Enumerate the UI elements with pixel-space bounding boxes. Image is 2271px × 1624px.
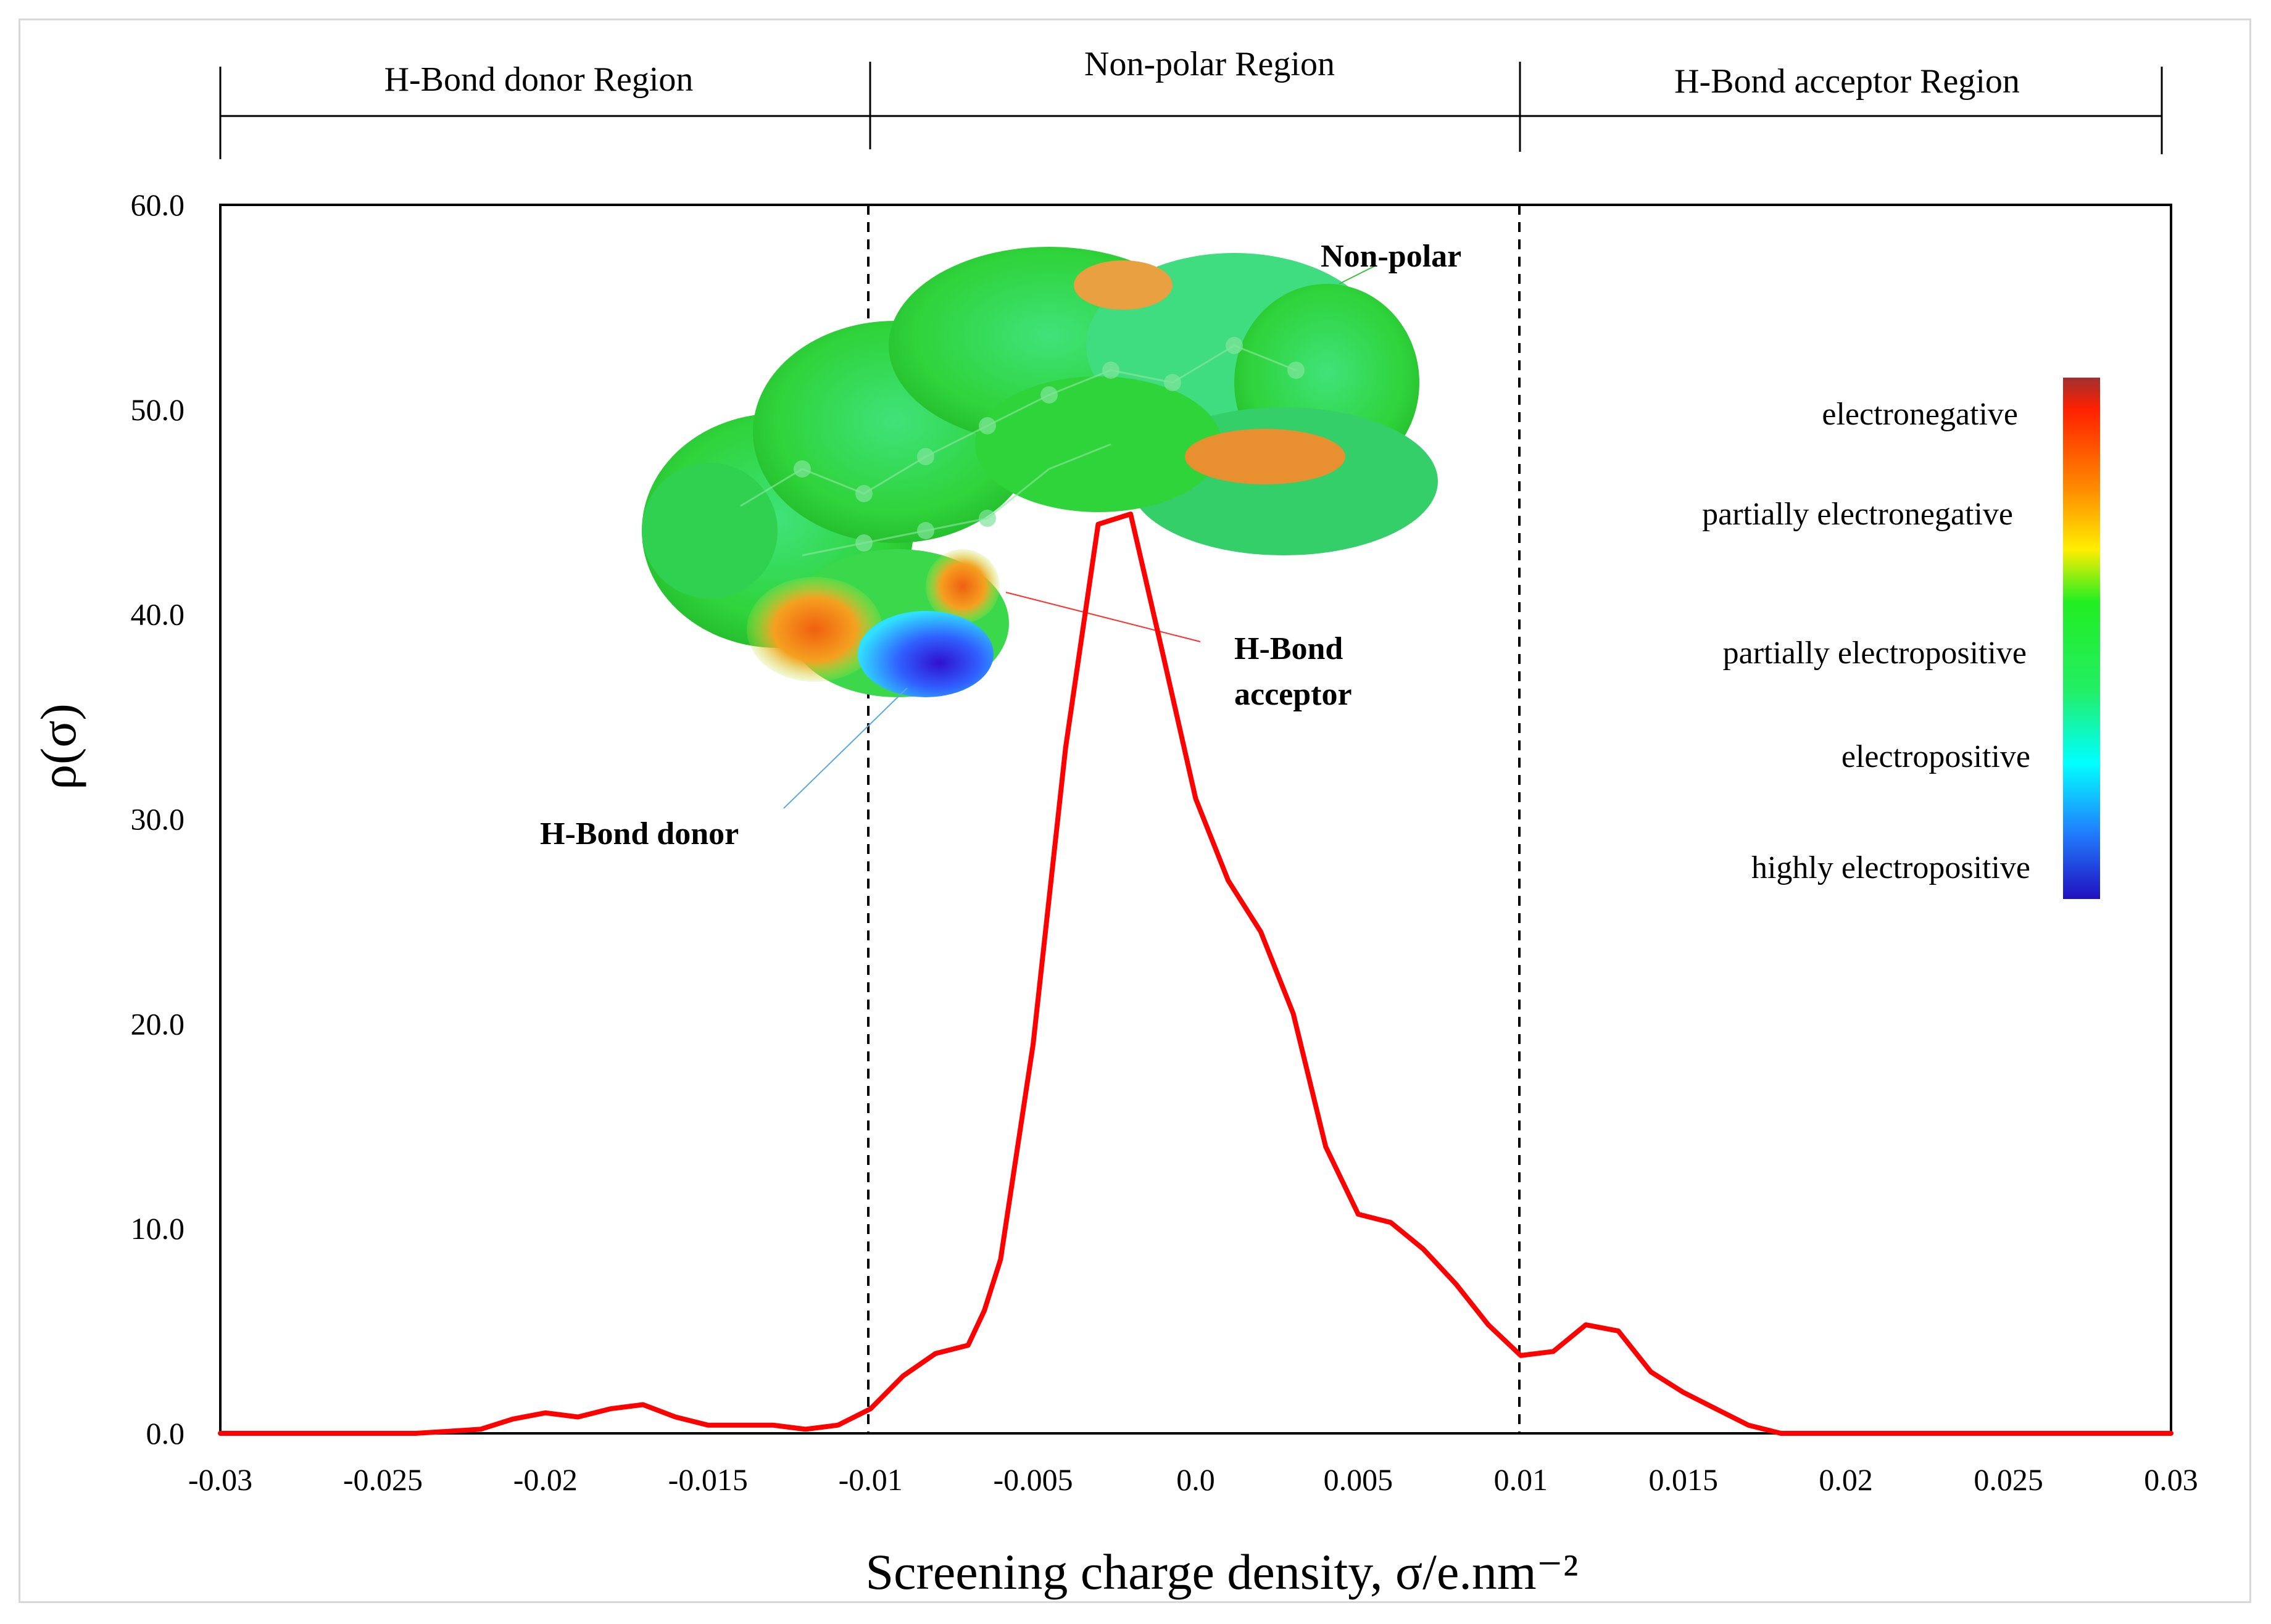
colorbar-label-electropositive: electropositive <box>1841 739 2030 774</box>
figure-frame <box>19 19 2251 1603</box>
y-tick-label: 50.0 <box>131 392 185 427</box>
color-bar <box>2063 378 2100 899</box>
x-tick-label: -0.01 <box>839 1462 903 1497</box>
x-tick-label: -0.005 <box>994 1462 1073 1497</box>
y-tick-label: 0.0 <box>146 1416 185 1451</box>
donor-leader-line <box>783 687 908 809</box>
y-tick-label: 30.0 <box>131 802 185 837</box>
y-axis-title: ρ(σ) <box>30 703 86 790</box>
annotation-donor: H-Bond donor <box>540 816 739 851</box>
region-label-donor: H-Bond donor Region <box>384 60 694 99</box>
annotation-acceptor-line1: H-Bond <box>1234 631 1343 666</box>
x-tick-label: 0.0 <box>1176 1462 1215 1497</box>
y-tick-label: 10.0 <box>131 1211 185 1246</box>
region-label-acceptor: H-Bond acceptor Region <box>1674 62 2020 101</box>
x-tick-label: 0.025 <box>1974 1462 2043 1497</box>
x-tick-labels: -0.03 -0.025 -0.02 -0.015 -0.01 -0.005 0.0 0.00… <box>188 1462 2198 1497</box>
colorbar-label-partially-electropositive: partially electropositive <box>1723 636 2027 671</box>
x-tick-label: 0.015 <box>1649 1462 1719 1497</box>
x-axis-title: Screening charge density, σ/e.nm⁻² <box>866 1544 1579 1600</box>
y-tick-label: 60.0 <box>131 188 185 222</box>
colorbar-label-partially-electronegative: partially electronegative <box>1702 497 2013 532</box>
x-tick-label: 0.01 <box>1494 1462 1548 1497</box>
region-header <box>219 62 2163 159</box>
annotation-acceptor-line2: acceptor <box>1234 677 1352 712</box>
sigma-profile-curve <box>218 512 2173 1436</box>
x-tick-label: -0.03 <box>188 1462 252 1497</box>
plot-area <box>219 204 2172 1435</box>
x-tick-label: -0.02 <box>513 1462 578 1497</box>
region-label-nonpolar: Non-polar Region <box>1084 45 1335 83</box>
y-tick-label: 40.0 <box>131 597 185 632</box>
x-tick-label: -0.015 <box>668 1462 748 1497</box>
colorbar-label-electronegative: electronegative <box>1822 397 2018 432</box>
annotation-nonpolar: Non-polar <box>1321 239 1461 274</box>
y-tick-label: 20.0 <box>131 1006 185 1041</box>
molecule-surface-image <box>642 247 1438 697</box>
x-tick-label: 0.005 <box>1324 1462 1393 1497</box>
y-tick-labels: 0.0 10.0 20.0 30.0 40.0 50.0 60.0 <box>131 188 185 1451</box>
acceptor-leader-line <box>1005 592 1201 642</box>
nonpolar-leader-line <box>1339 265 1377 284</box>
colorbar-label-highly-electropositive: highly electropositive <box>1751 850 2030 885</box>
x-tick-label: 0.03 <box>2144 1462 2198 1497</box>
x-tick-label: 0.02 <box>1819 1462 1873 1497</box>
x-tick-label: -0.025 <box>343 1462 423 1497</box>
